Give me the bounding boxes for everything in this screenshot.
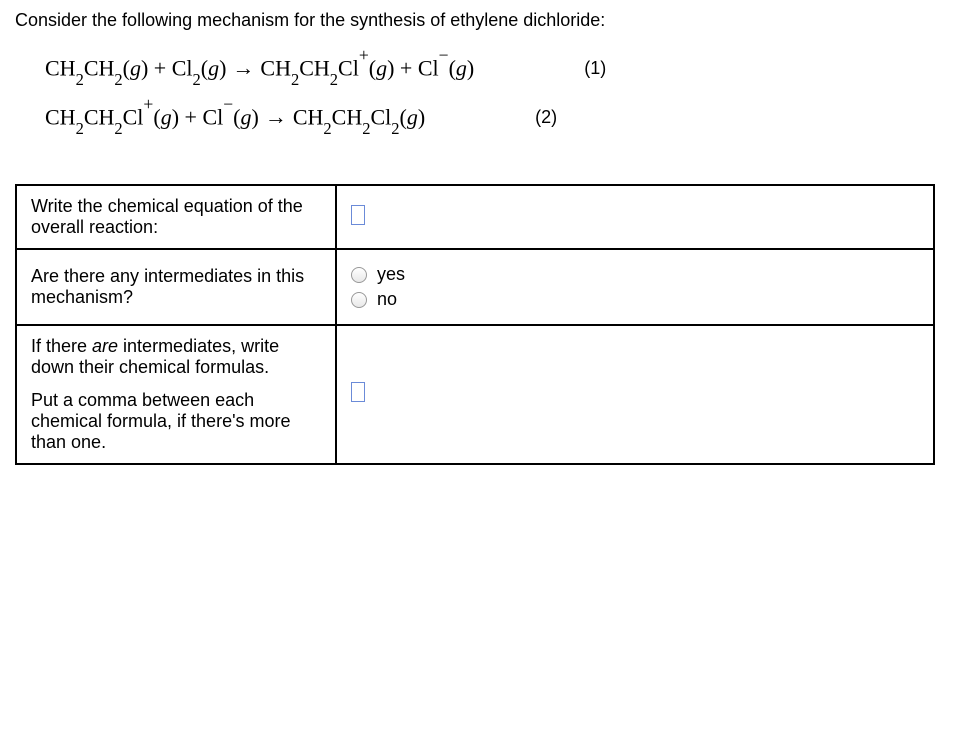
row2-answer-cell: yes no: [336, 249, 934, 325]
table-row: Write the chemical equation of the overa…: [16, 185, 934, 249]
equation-1: CH2CH2(g) + Cl2(g)→CH2CH2Cl+(g) + Cl−(g)…: [45, 51, 941, 86]
equation-2-number: (2): [535, 107, 557, 128]
equation-1-number: (1): [584, 58, 606, 79]
row1-prompt: Write the chemical equation of the overa…: [16, 185, 336, 249]
table-row: If there are intermediates, write down t…: [16, 325, 934, 464]
radio-no-label: no: [377, 289, 397, 310]
radio-icon: [351, 292, 367, 308]
intro-text: Consider the following mechanism for the…: [15, 10, 941, 31]
question-table: Write the chemical equation of the overa…: [15, 184, 935, 465]
arrow-icon: →: [232, 55, 254, 81]
radio-icon: [351, 267, 367, 283]
row1-answer-cell: [336, 185, 934, 249]
equation-2-body: CH2CH2Cl+(g) + Cl−(g)→CH2CH2Cl2(g): [45, 100, 425, 135]
radio-yes-label: yes: [377, 264, 405, 285]
row2-prompt: Are there any intermediates in this mech…: [16, 249, 336, 325]
equation-2: CH2CH2Cl+(g) + Cl−(g)→CH2CH2Cl2(g) (2): [45, 100, 941, 135]
row3-answer-cell: [336, 325, 934, 464]
intermediates-input[interactable]: [351, 382, 365, 402]
equation-1-body: CH2CH2(g) + Cl2(g)→CH2CH2Cl+(g) + Cl−(g): [45, 51, 474, 86]
overall-equation-input[interactable]: [351, 205, 365, 225]
row3-prompt: If there are intermediates, write down t…: [16, 325, 336, 464]
equations-block: CH2CH2(g) + Cl2(g)→CH2CH2Cl+(g) + Cl−(g)…: [15, 51, 941, 134]
arrow-icon: →: [265, 104, 287, 130]
table-row: Are there any intermediates in this mech…: [16, 249, 934, 325]
radio-yes[interactable]: yes: [351, 264, 919, 285]
radio-no[interactable]: no: [351, 289, 919, 310]
